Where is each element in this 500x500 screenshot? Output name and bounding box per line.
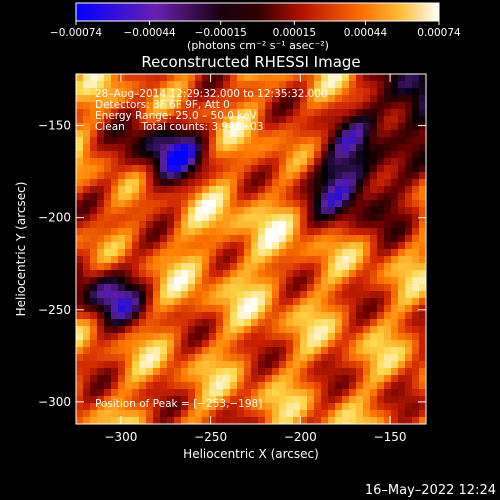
x-tick-label: −200	[284, 430, 317, 444]
heatmap-image	[76, 74, 426, 424]
annotation-detectors: Detectors: 3F 6F 9F, Att 0	[95, 99, 230, 111]
y-tick-label: −250	[38, 303, 71, 317]
x-tick-label: −300	[104, 430, 137, 444]
colorbar-ticks: −0.00074 −0.00044 −0.00015 0.00015 0.00044 0.…	[50, 21, 461, 39]
y-axis-label: Heliocentric Y (arcsec)	[14, 182, 28, 317]
x-axis-label: Heliocentric X (arcsec)	[183, 447, 319, 461]
colorbar-tick-label: 0.00015	[273, 27, 316, 39]
x-tick-label: −250	[194, 430, 227, 444]
annotation-clean-counts: Clean Total counts: 3.94E+03	[95, 121, 264, 133]
colorbar	[75, 2, 440, 22]
chart-title: Reconstructed RHESSI Image	[141, 53, 360, 71]
x-tick-label: −150	[374, 430, 407, 444]
colorbar-tick-label: 0.00074	[417, 27, 461, 39]
colorbar-tick-label: −0.00044	[123, 27, 176, 39]
y-tick-label: −300	[38, 395, 71, 409]
plot-frame	[75, 73, 427, 425]
footer-timestamp: 16–May–2022 12:24	[365, 483, 496, 498]
y-tick-label: −200	[38, 211, 71, 225]
peak-position-label: Position of Peak = [−253,−198]	[95, 398, 262, 410]
colorbar-tick-label: 0.00044	[344, 27, 388, 39]
colorbar-tick-label: −0.00015	[195, 27, 247, 39]
annotation-energy-range: Energy Range: 25.0 – 50.0 keV	[95, 110, 257, 122]
colorbar-unit-label: (photons cm⁻² s⁻¹ asec⁻²)	[187, 39, 329, 52]
colorbar-tick-label: −0.00074	[50, 27, 103, 39]
axis-ticks: −300 −250 −200 −150 −150 −200 −250 −300	[38, 74, 426, 444]
annotation-time-range: 28–Aug–2014 12:29:32.000 to 12:35:32.000	[95, 88, 328, 100]
y-tick-label: −150	[38, 119, 71, 133]
